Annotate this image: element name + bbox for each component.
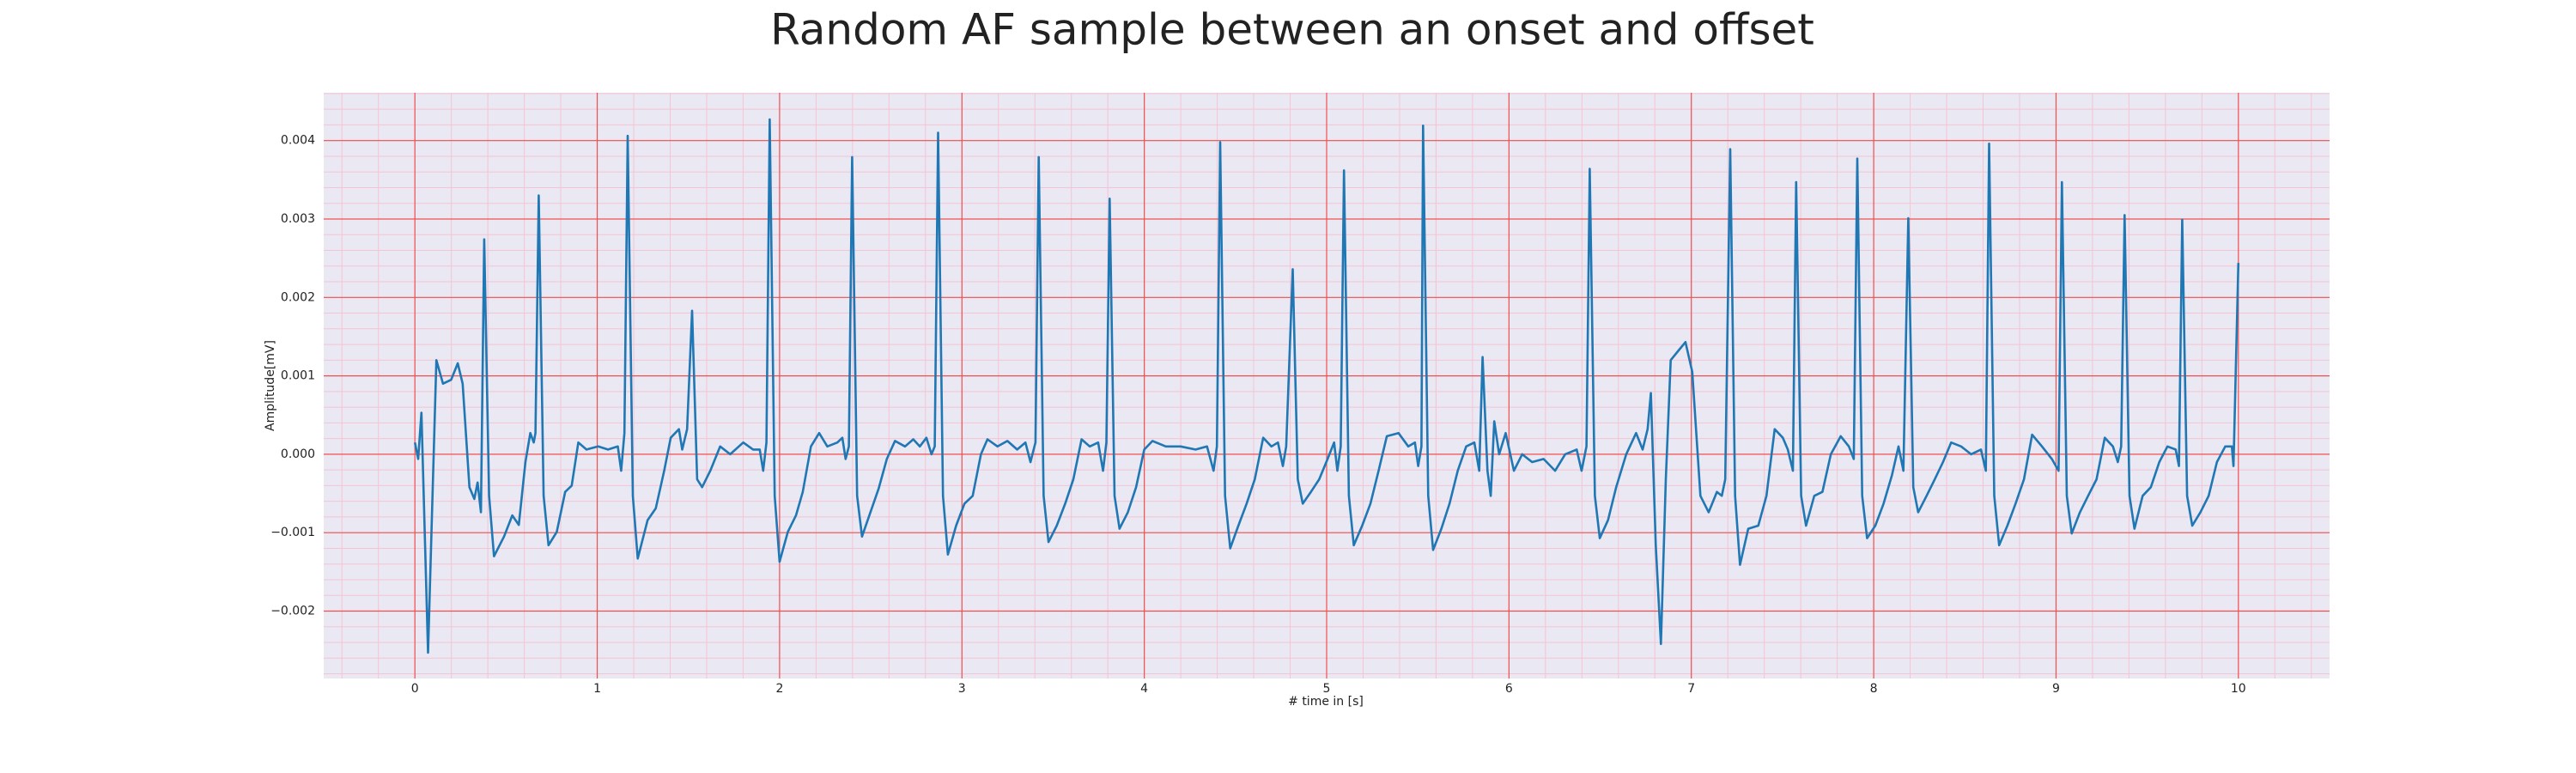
x-tick-label: 4 — [1140, 682, 1148, 696]
y-tick-label: 0.003 — [281, 212, 315, 226]
x-tick-label: 8 — [1870, 682, 1878, 696]
x-tick-label: 5 — [1323, 682, 1331, 696]
y-tick-label: 0.001 — [281, 369, 315, 383]
y-tick-label: −0.002 — [270, 604, 315, 618]
x-tick-label: 3 — [958, 682, 966, 696]
x-axis-label: # time in [s] — [1288, 695, 1364, 709]
y-tick-label: 0.000 — [281, 447, 315, 461]
x-tick-label: 7 — [1687, 682, 1695, 696]
signal-line — [413, 118, 2240, 654]
x-tick-label: 10 — [2231, 682, 2246, 696]
x-tick-label: 9 — [2052, 682, 2060, 696]
y-tick-label: −0.001 — [270, 526, 315, 539]
x-tick-label: 6 — [1505, 682, 1513, 696]
y-tick-label: 0.002 — [281, 290, 315, 304]
x-tick-label: 1 — [593, 682, 601, 696]
x-tick-label: 2 — [775, 682, 783, 696]
y-tick-label: 0.004 — [281, 134, 315, 148]
x-tick-label: 0 — [411, 682, 419, 696]
chart-title: Random AF sample between an onset and of… — [770, 5, 1814, 55]
y-axis-label: Amplitude[mV] — [264, 340, 277, 431]
